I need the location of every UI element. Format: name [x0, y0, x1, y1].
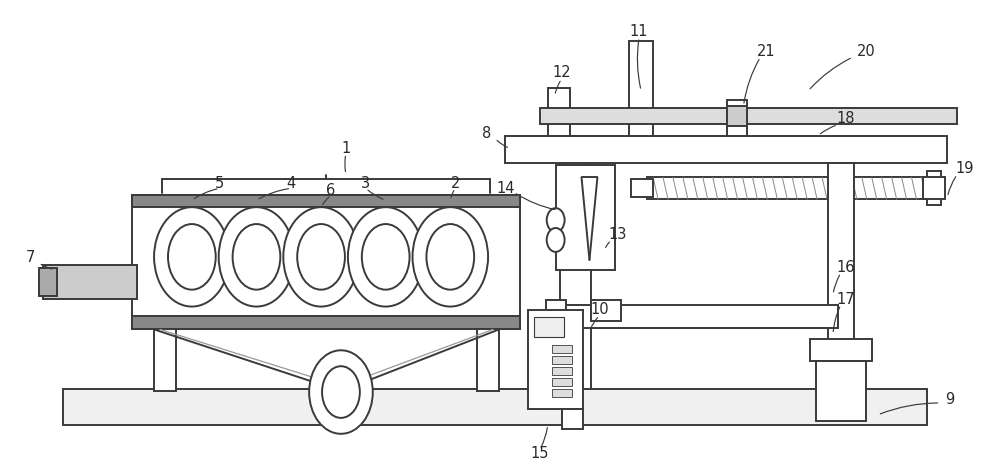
Text: 2: 2	[451, 176, 460, 191]
Bar	[39, 268, 57, 295]
Ellipse shape	[233, 224, 280, 290]
Bar	[631, 179, 653, 197]
Ellipse shape	[426, 224, 474, 290]
Text: 17: 17	[837, 292, 855, 307]
Text: 13: 13	[608, 227, 626, 242]
Ellipse shape	[348, 207, 423, 307]
Bar	[540, 108, 957, 123]
Text: 14: 14	[497, 181, 515, 196]
Bar	[560, 136, 591, 389]
Ellipse shape	[154, 207, 230, 307]
Text: 6: 6	[326, 183, 336, 198]
Text: 9: 9	[945, 391, 954, 406]
Text: 1: 1	[341, 141, 351, 156]
Bar	[816, 361, 866, 421]
Bar	[477, 329, 499, 391]
Bar	[63, 389, 927, 425]
Bar	[629, 41, 653, 136]
Bar	[552, 356, 572, 364]
Text: 18: 18	[837, 111, 855, 126]
Ellipse shape	[413, 207, 488, 307]
Text: 4: 4	[287, 176, 296, 191]
Bar	[43, 265, 137, 299]
Bar	[727, 106, 747, 126]
Ellipse shape	[362, 224, 410, 290]
Ellipse shape	[297, 224, 345, 290]
Bar	[810, 339, 872, 361]
Bar	[927, 171, 941, 205]
Ellipse shape	[547, 228, 565, 252]
Bar	[647, 178, 927, 199]
Bar	[591, 300, 621, 322]
Bar	[562, 409, 583, 429]
Bar	[828, 164, 854, 417]
Bar	[505, 136, 947, 164]
Ellipse shape	[309, 350, 373, 434]
Ellipse shape	[547, 208, 565, 232]
Text: 5: 5	[215, 176, 224, 191]
Text: 19: 19	[955, 161, 973, 176]
Ellipse shape	[322, 366, 360, 418]
Bar	[560, 305, 838, 329]
Bar	[528, 309, 583, 409]
Bar	[534, 317, 564, 337]
Bar	[132, 195, 520, 329]
Bar	[548, 88, 570, 136]
Text: 21: 21	[757, 44, 776, 59]
Bar	[154, 329, 176, 391]
Text: 8: 8	[482, 126, 492, 141]
Text: 11: 11	[630, 24, 648, 39]
Text: 12: 12	[552, 65, 571, 81]
Bar	[132, 315, 520, 329]
Bar	[923, 178, 945, 199]
Bar	[552, 389, 572, 397]
Bar	[552, 345, 572, 353]
Bar	[556, 165, 615, 270]
Ellipse shape	[219, 207, 294, 307]
Bar	[552, 367, 572, 375]
Text: 3: 3	[361, 176, 370, 191]
Bar	[727, 100, 747, 136]
Text: 16: 16	[837, 260, 855, 275]
Text: 15: 15	[531, 446, 549, 461]
Bar	[546, 300, 566, 329]
Text: 10: 10	[590, 302, 609, 317]
Bar	[132, 195, 520, 207]
Text: 20: 20	[856, 44, 875, 59]
Text: 7: 7	[26, 250, 36, 265]
Ellipse shape	[168, 224, 216, 290]
Ellipse shape	[283, 207, 359, 307]
Bar	[552, 378, 572, 386]
